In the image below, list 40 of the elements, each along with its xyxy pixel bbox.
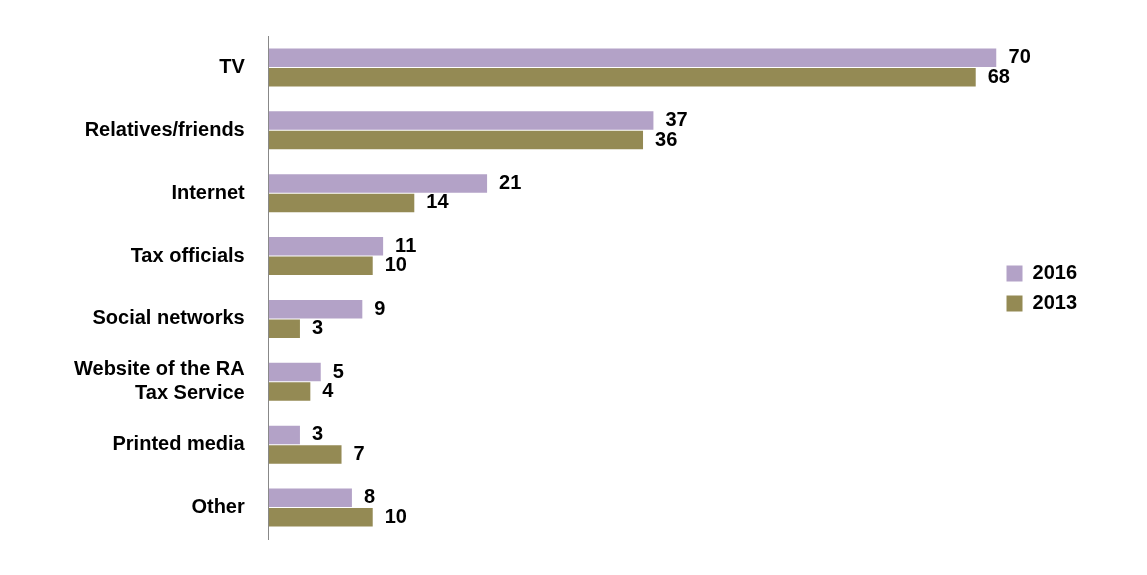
bar xyxy=(268,508,373,527)
y-tick-label: Website of the RA Tax Service xyxy=(73,357,245,404)
data-label: 7 xyxy=(353,441,365,464)
bar xyxy=(268,382,311,401)
data-label: 14 xyxy=(426,190,450,213)
data-label: 3 xyxy=(311,422,324,445)
y-tick-label: Tax officials xyxy=(130,243,245,266)
bar xyxy=(268,362,321,382)
bar xyxy=(268,488,352,508)
data-label: 8 xyxy=(363,485,376,508)
y-tick-label: Relatives/friends xyxy=(84,117,245,140)
data-label: 3 xyxy=(311,316,324,339)
data-label: 11 xyxy=(395,233,417,256)
bar xyxy=(268,256,373,276)
y-tick-label: Social networks xyxy=(92,306,245,329)
data-label: 68 xyxy=(987,64,1010,87)
y-tick-label: Internet xyxy=(171,180,246,203)
bar xyxy=(268,174,488,193)
bar xyxy=(268,299,363,319)
legend-label: 2016 xyxy=(1032,261,1078,284)
bar xyxy=(268,237,384,256)
data-label: 10 xyxy=(384,504,407,527)
y-tick-label: TV xyxy=(219,54,246,77)
y-tick-label: Printed media xyxy=(112,432,246,455)
bar xyxy=(268,319,300,338)
bar xyxy=(268,425,300,445)
data-label: 21 xyxy=(499,170,522,193)
data-label: 4 xyxy=(322,379,335,402)
bar xyxy=(268,67,976,87)
legend-label: 2013 xyxy=(1032,291,1078,314)
bar xyxy=(268,193,415,213)
data-label: 9 xyxy=(374,296,386,319)
data-label: 10 xyxy=(384,253,407,276)
bar xyxy=(268,48,997,67)
bar xyxy=(268,130,644,150)
y-tick-label: Other xyxy=(191,495,245,518)
data-label: 5 xyxy=(332,359,344,382)
bar xyxy=(268,445,342,464)
bar xyxy=(268,111,654,130)
data-label: 70 xyxy=(1008,45,1031,68)
